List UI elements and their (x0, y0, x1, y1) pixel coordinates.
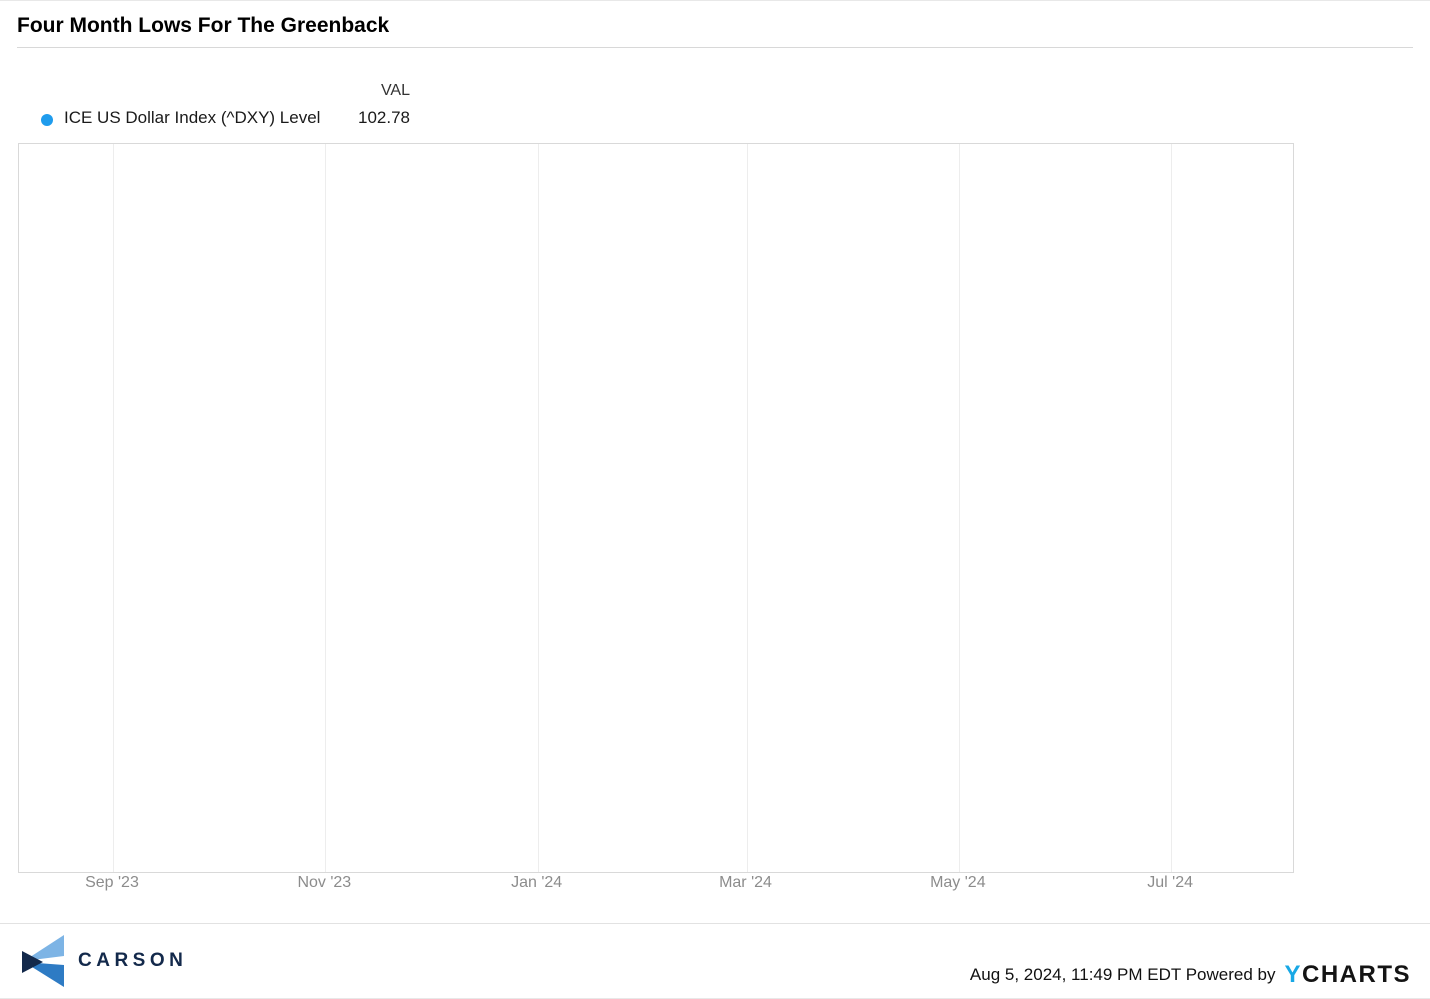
chart-canvas (113, 144, 1172, 872)
legend-val-header: VAL (380, 82, 410, 99)
timestamp: Aug 5, 2024, 11:49 PM EDT Powered by (970, 965, 1276, 985)
x-axis-label: May '24 (930, 874, 986, 891)
carson-wordmark: CARSON (78, 949, 188, 971)
x-axis-label: Mar '24 (719, 874, 772, 891)
timestamp-text: Aug 5, 2024, 11:49 PM EDT (969, 965, 1181, 984)
title-divider (17, 47, 1413, 48)
page-title: Four Month Lows For The Greenback (17, 14, 390, 37)
x-axis-label: Jan '24 (511, 874, 563, 891)
ycharts-y-icon: Y (1284, 961, 1302, 988)
ycharts-logo: YCHARTS (1284, 961, 1411, 989)
series-dot-icon (41, 114, 53, 126)
powered-by-text: Powered by (1185, 965, 1276, 984)
legend-val-value: 102.78 (358, 108, 410, 127)
x-axis-label: Sep '23 (85, 874, 139, 891)
attribution: Aug 5, 2024, 11:49 PM EDT Powered by YCH… (970, 956, 1411, 994)
x-axis-label: Jul '24 (1147, 874, 1194, 891)
carson-logo-icon (22, 934, 64, 987)
plot-area (18, 143, 1294, 873)
carson-brand: CARSON (20, 934, 187, 987)
ycharts-wordmark: CHARTS (1302, 961, 1411, 988)
legend-series-label: ICE US Dollar Index (^DXY) Level (64, 108, 321, 127)
x-axis-label: Nov '23 (297, 874, 352, 891)
footer-divider (0, 923, 1430, 924)
